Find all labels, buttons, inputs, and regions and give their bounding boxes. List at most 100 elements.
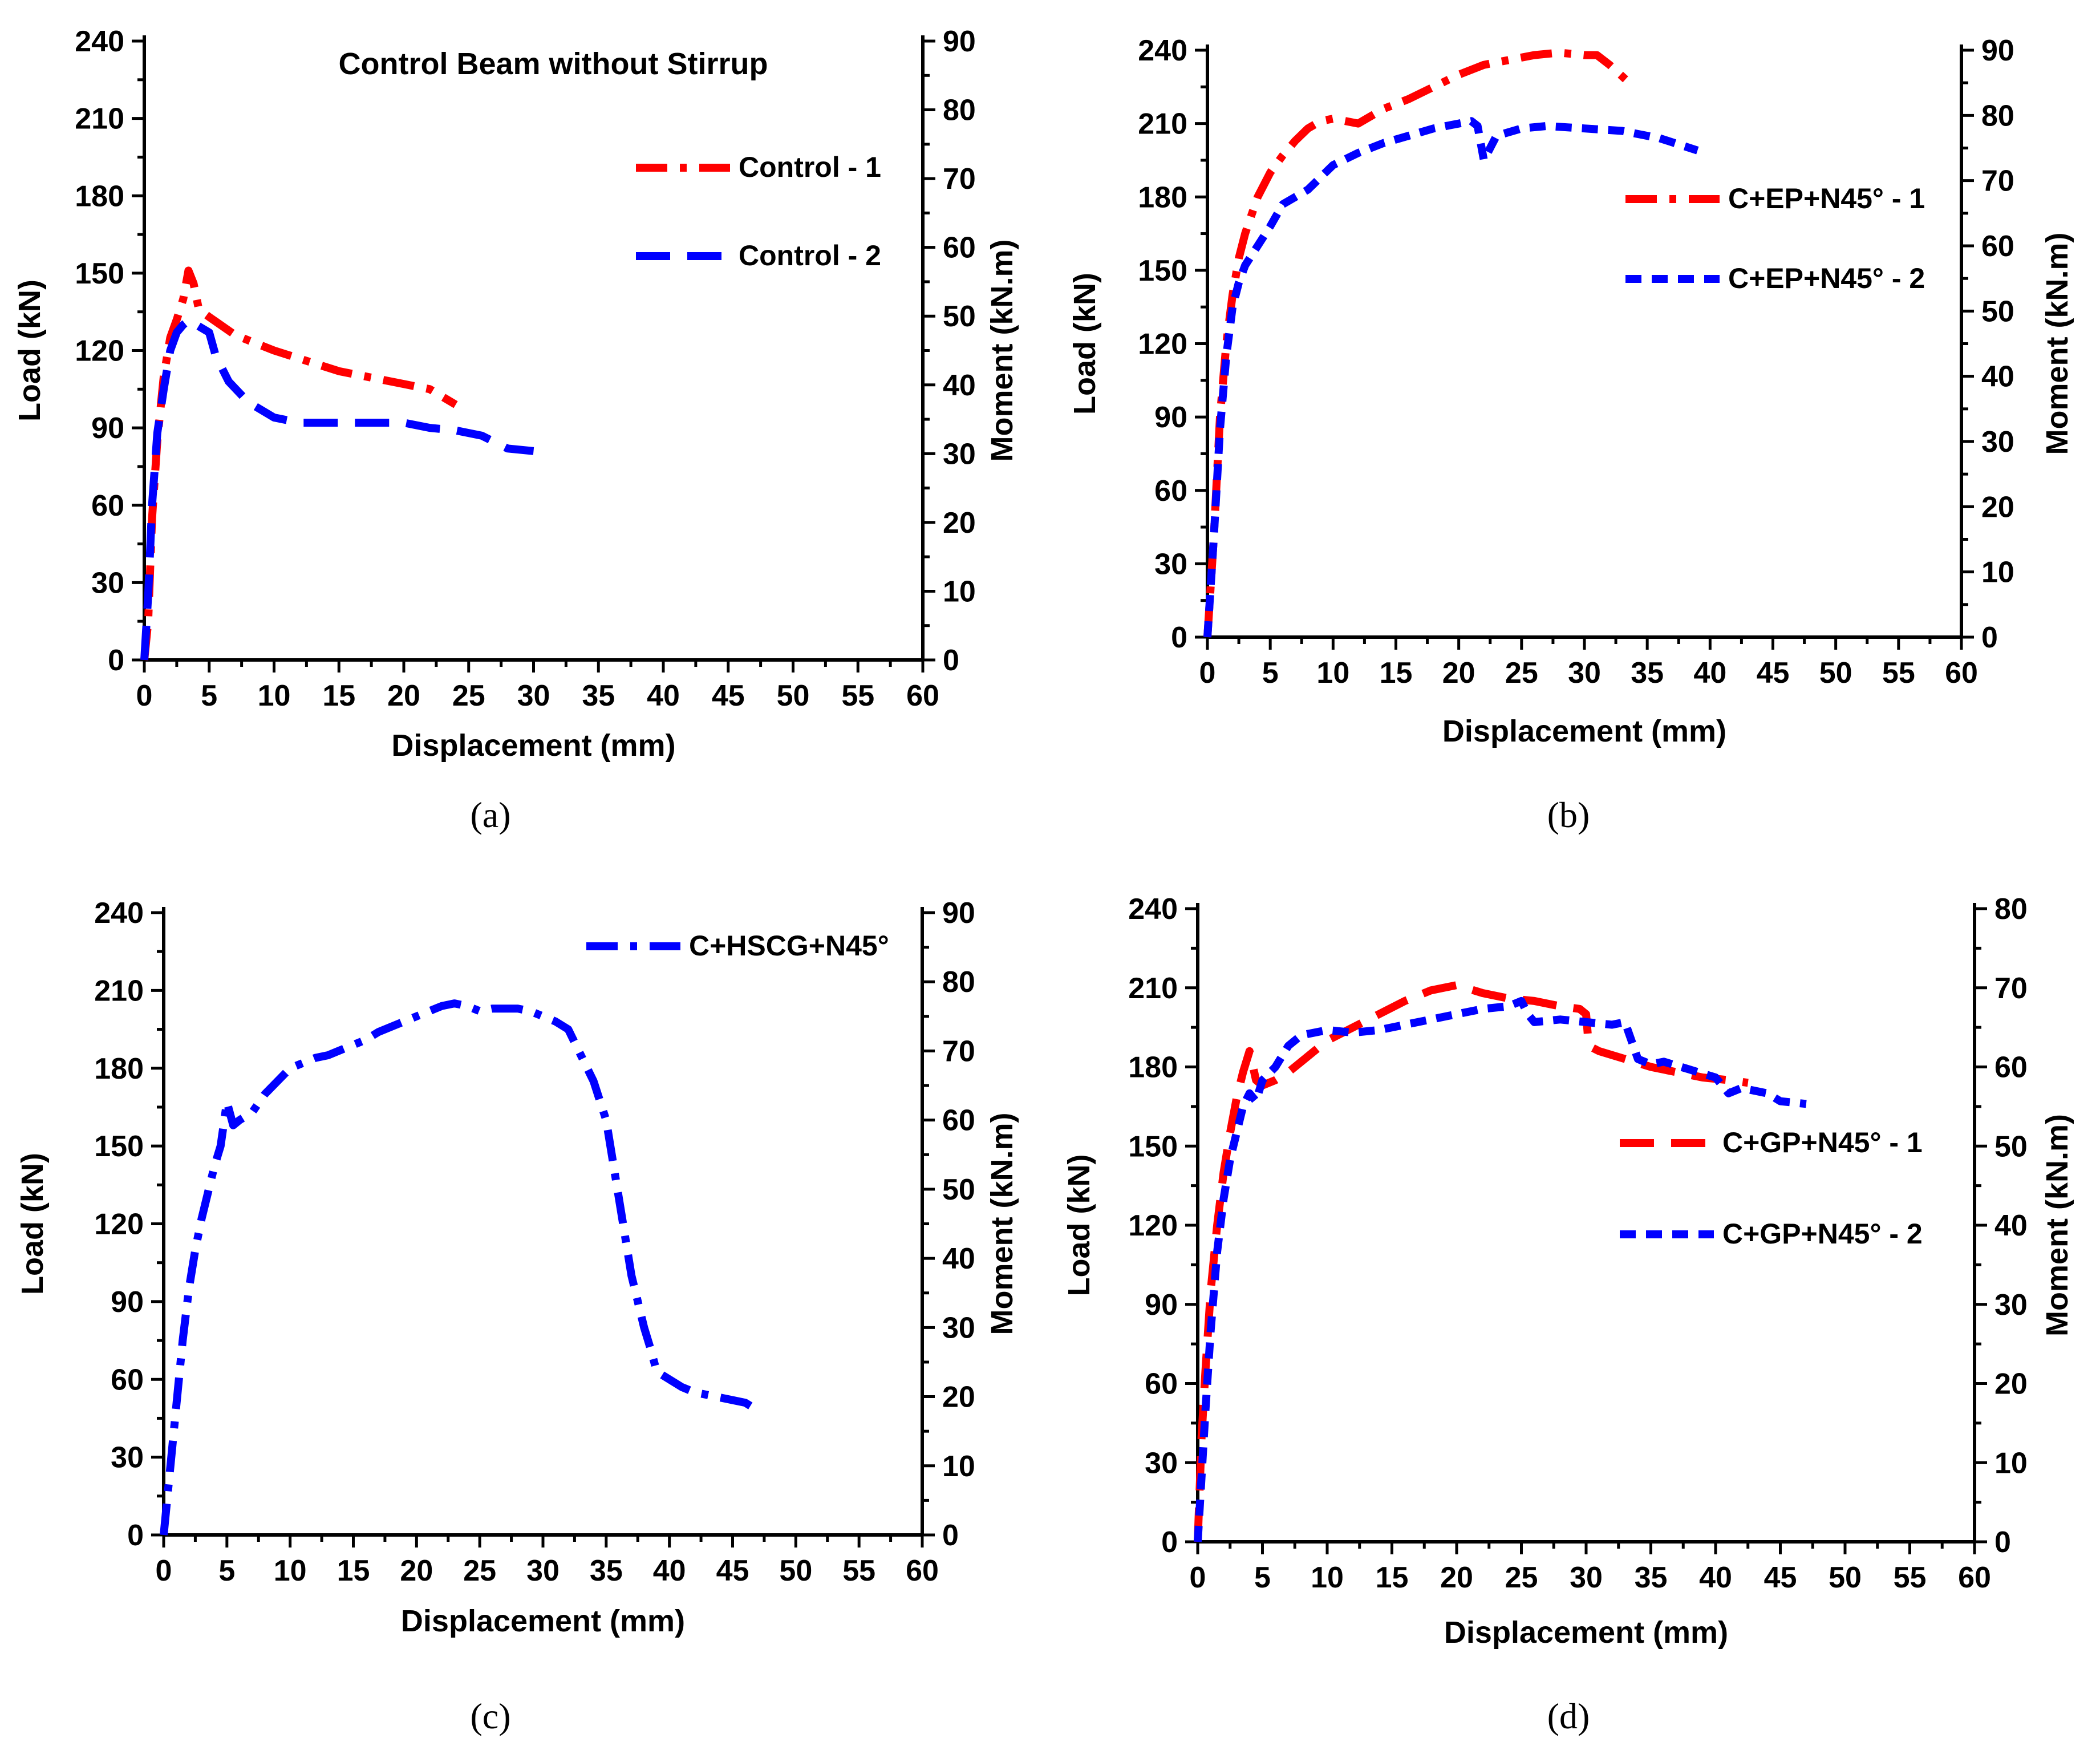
y2-tick-label: 90 — [1981, 34, 2014, 67]
y-axis-title: Load (kN) — [1062, 1154, 1096, 1297]
series-line-2 — [1194, 996, 1807, 1542]
y2-tick-label: 80 — [1981, 99, 2014, 132]
y-tick-label: 150 — [94, 1130, 144, 1163]
x-axis-title: Displacement (mm) — [391, 728, 675, 763]
x-tick-label: 30 — [1568, 657, 1601, 690]
x-tick-label: 0 — [136, 679, 153, 712]
y-tick-label: 0 — [127, 1519, 144, 1552]
chart-panel-c: 0 5 10 15 20 25 30 35 40 45 50 55 600306090120150180… — [15, 897, 1019, 1736]
x-tick-label: 25 — [1505, 1561, 1538, 1594]
y2-axis-title: Moment (kN.m) — [985, 1113, 1019, 1335]
x-tick-label: 15 — [337, 1554, 370, 1587]
x-tick-label: 55 — [1894, 1561, 1927, 1594]
y-tick-label: 0 — [1161, 1526, 1178, 1559]
y-tick-label: 210 — [94, 974, 144, 1007]
x-tick-label: 45 — [712, 679, 745, 712]
x-axis-title: Displacement (mm) — [1444, 1615, 1728, 1650]
x-tick-label: 60 — [906, 679, 939, 712]
y2-tick-label: 80 — [943, 94, 976, 127]
y2-tick-label: 10 — [1981, 556, 2014, 589]
y2-tick-label: 50 — [943, 300, 976, 333]
y-tick-label: 60 — [111, 1363, 144, 1396]
x-tick-label: 50 — [1829, 1561, 1862, 1594]
chart-panel-a: 0 5 10 15 20 25 30 35 40 45 50 55 600306090120150180… — [13, 25, 1019, 835]
y-tick-label: 120 — [94, 1208, 144, 1241]
y-tick-label: 60 — [91, 489, 124, 522]
y-tick-label: 30 — [91, 566, 124, 599]
y2-tick-label: 40 — [943, 369, 976, 402]
x-tick-label: 25 — [452, 679, 485, 712]
y-tick-label: 180 — [75, 180, 124, 213]
y-tick-label: 210 — [75, 103, 124, 136]
y2-tick-label: 50 — [942, 1173, 975, 1206]
y-tick-label: 150 — [1128, 1130, 1178, 1163]
series-line-1 — [1203, 48, 1631, 638]
y-tick-label: 180 — [1128, 1051, 1178, 1084]
y2-tick-label: 0 — [943, 644, 959, 677]
y2-tick-label: 40 — [1981, 360, 2014, 394]
x-tick-label: 20 — [1442, 657, 1475, 690]
y2-axis-title: Moment (kN.m) — [2040, 233, 2074, 455]
x-tick-label: 40 — [1699, 1561, 1732, 1594]
x-tick-label: 50 — [1819, 657, 1852, 690]
y2-tick-label: 10 — [943, 575, 976, 608]
y-tick-label: 90 — [1154, 401, 1187, 434]
y-axis-title: Load (kN) — [1068, 273, 1102, 415]
y2-tick-label: 0 — [1981, 621, 1998, 654]
x-tick-label: 10 — [1316, 657, 1349, 690]
y-tick-label: 180 — [1138, 181, 1187, 214]
y-tick-label: 150 — [75, 257, 124, 290]
y2-tick-label: 50 — [1981, 295, 2014, 328]
x-tick-label: 60 — [906, 1554, 939, 1587]
x-tick-label: 5 — [201, 679, 217, 712]
x-tick-label: 40 — [653, 1554, 686, 1587]
y2-tick-label: 50 — [1994, 1130, 2028, 1163]
y-tick-label: 60 — [1154, 475, 1187, 508]
x-tick-label: 35 — [590, 1554, 623, 1587]
chart-panel-b: 0 5 10 15 20 25 30 35 40 45 50 55 600306090120150180… — [1068, 34, 2074, 835]
x-tick-label: 35 — [1631, 657, 1664, 690]
x-tick-label: 10 — [1311, 1561, 1344, 1594]
y2-tick-label: 30 — [1981, 426, 2014, 459]
y2-tick-label: 0 — [1994, 1526, 2011, 1559]
y2-tick-label: 20 — [943, 507, 976, 540]
y-tick-label: 30 — [111, 1441, 144, 1474]
x-tick-label: 30 — [526, 1554, 560, 1587]
y2-tick-label: 70 — [943, 163, 976, 196]
x-tick-label: 55 — [842, 1554, 875, 1587]
y2-tick-label: 40 — [1994, 1209, 2028, 1242]
y2-tick-label: 90 — [943, 25, 976, 58]
x-tick-label: 0 — [156, 1554, 172, 1587]
x-axis-title: Displacement (mm) — [1442, 714, 1726, 748]
x-tick-label: 5 — [218, 1554, 235, 1587]
x-tick-label: 35 — [582, 679, 615, 712]
y2-tick-label: 20 — [1981, 491, 2014, 524]
y2-tick-label: 80 — [942, 966, 975, 999]
panel-caption: (a) — [470, 795, 510, 835]
y-tick-label: 90 — [91, 412, 124, 445]
y-tick-label: 210 — [1138, 108, 1187, 141]
x-tick-label: 50 — [777, 679, 810, 712]
x-tick-label: 35 — [1635, 1561, 1668, 1594]
x-tick-label: 10 — [258, 679, 291, 712]
x-tick-label: 60 — [1945, 657, 1978, 690]
y2-axis-title: Moment (kN.m) — [985, 240, 1019, 462]
y2-tick-label: 30 — [943, 437, 976, 471]
x-tick-label: 45 — [1757, 657, 1790, 690]
x-tick-label: 0 — [1199, 657, 1216, 690]
panel-caption: (d) — [1547, 1696, 1590, 1736]
series-line-2 — [1203, 117, 1699, 638]
legend-label: C+EP+N45° - 2 — [1728, 262, 1925, 294]
y2-tick-label: 10 — [942, 1450, 975, 1483]
y-tick-label: 210 — [1128, 972, 1178, 1005]
y2-tick-label: 90 — [942, 897, 975, 930]
y2-tick-label: 70 — [1994, 972, 2028, 1005]
y-tick-label: 120 — [1128, 1209, 1178, 1242]
y-tick-label: 120 — [1138, 328, 1187, 361]
x-tick-label: 20 — [1440, 1561, 1473, 1594]
y2-tick-label: 60 — [1981, 230, 2014, 263]
x-tick-label: 15 — [1376, 1561, 1409, 1594]
series-line-1 — [160, 999, 760, 1536]
y2-tick-label: 60 — [943, 232, 976, 265]
panel-caption: (b) — [1547, 795, 1590, 835]
